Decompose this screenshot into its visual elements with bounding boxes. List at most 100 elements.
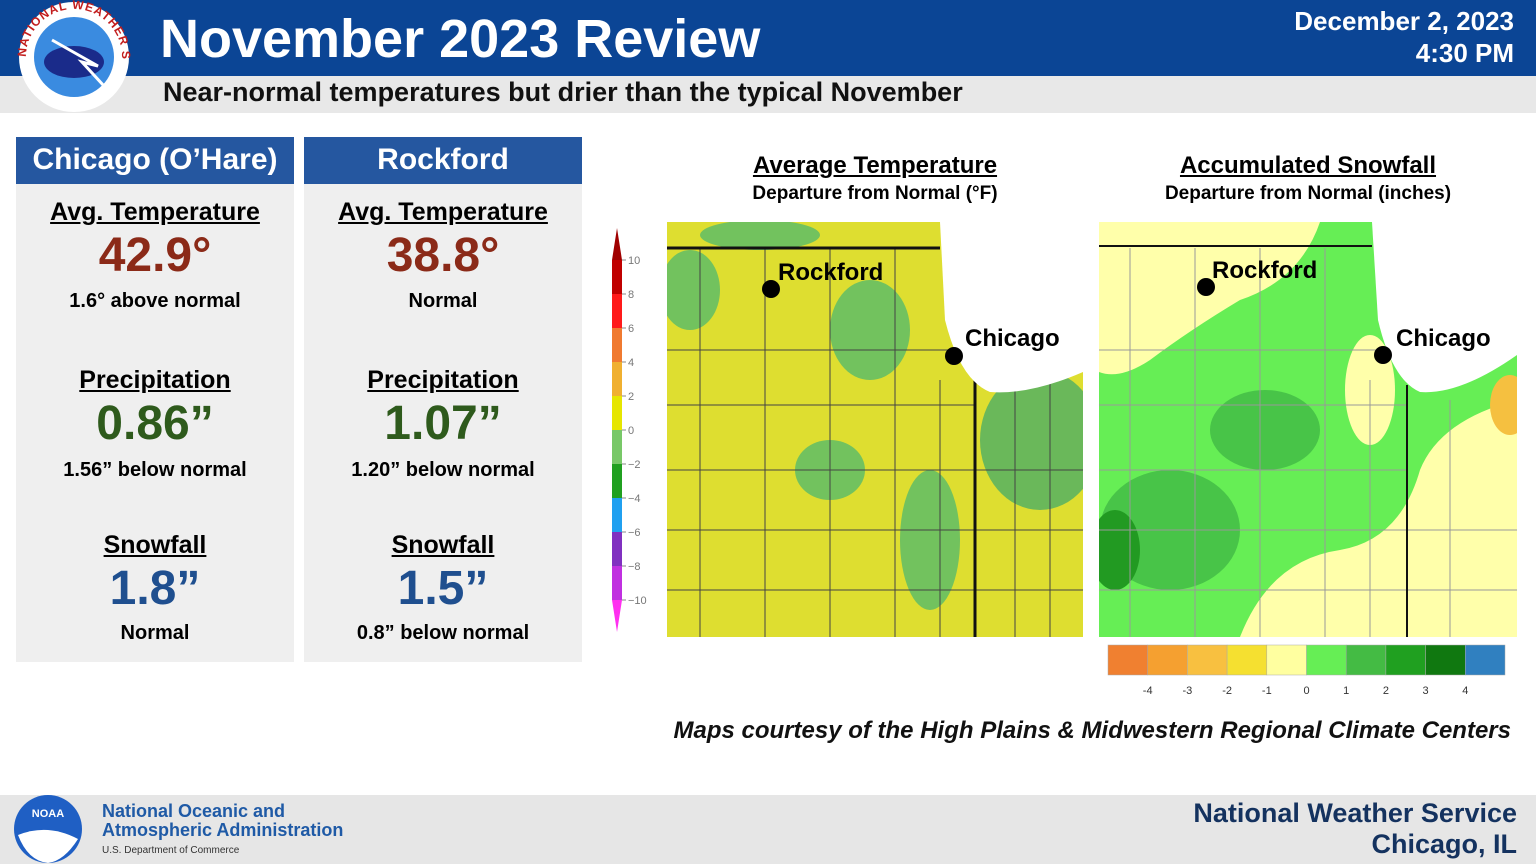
- map-region: [980, 370, 1083, 510]
- colorbar-label: -1: [1262, 685, 1272, 697]
- temperature-colorbar: 10 8 6 4 2 0 −2 −4 −6 −8 −10: [612, 228, 647, 632]
- city-label: Chicago: [1396, 325, 1491, 352]
- maps: 10 8 6 4 2 0 −2 −4 −6 −8 −10 -4 -3 -2 -1 0 1 2 3 4 Rockfor…: [612, 222, 1517, 697]
- colorbar-label: 2: [628, 391, 634, 403]
- department: U.S. Department of Commerce: [102, 845, 240, 856]
- subtitle-bar: [0, 76, 1536, 113]
- stat-note: Normal: [408, 290, 478, 312]
- colorbar-label: 3: [1423, 685, 1429, 697]
- colorbar-label: 10: [628, 255, 640, 267]
- map-region: [700, 222, 820, 250]
- header-bar: [0, 0, 1536, 76]
- stat-label: Precipitation: [367, 366, 519, 394]
- map-region: [1099, 510, 1140, 590]
- map-title: Accumulated Snowfall: [1179, 152, 1437, 179]
- colorbar-label: 0: [1303, 685, 1309, 697]
- stat-value: 1.8”: [109, 562, 201, 615]
- logo-bolt: [51, 38, 106, 88]
- colorbar-segment: [1385, 644, 1426, 676]
- colorbar-segment: [612, 362, 622, 396]
- colorbar-label: −4: [628, 493, 641, 505]
- colorbar-label: -3: [1183, 685, 1193, 697]
- station-panel: Avg. Temperature 42.9° 1.6° above normal Pr…: [16, 184, 294, 662]
- map-subtitle: Departure from Normal (°F): [752, 183, 998, 204]
- colorbar-segment: [612, 532, 622, 566]
- map-region: [1240, 400, 1517, 637]
- city-label: Chicago: [965, 325, 1060, 352]
- map-region: [1210, 390, 1320, 470]
- office: National Weather Service: [1193, 798, 1517, 828]
- noaa-logo: NOAA: [14, 795, 82, 863]
- map-region: [1099, 222, 1320, 375]
- map-region: [830, 280, 910, 380]
- colorbar-label: 1: [1343, 685, 1349, 697]
- lake: [940, 222, 1083, 393]
- county-lines: [667, 248, 1083, 637]
- map-region: [900, 470, 960, 610]
- map-title: Average Temperature: [752, 152, 998, 179]
- temperature-map: [667, 222, 1083, 637]
- stat-label: Snowfall: [103, 531, 207, 559]
- colorbar-label: −2: [628, 459, 641, 471]
- colorbar-label: 6: [628, 323, 634, 335]
- colorbar-segment: [1107, 644, 1148, 676]
- city-markers: Rockford Chicago Rockford Chicago: [762, 257, 1491, 365]
- subtitle: Near-normal temperatures but drier than …: [163, 77, 963, 107]
- date: December 2, 2023: [1294, 6, 1514, 36]
- colorbar-segment: [612, 396, 622, 430]
- colorbar-label: 2: [1383, 685, 1389, 697]
- stat-note: 1.20” below normal: [351, 459, 535, 481]
- stat-label: Snowfall: [391, 531, 495, 559]
- stat-note: 1.56” below normal: [63, 459, 247, 481]
- footer-bar: [0, 795, 1536, 864]
- colorbar-segment: [1226, 644, 1268, 676]
- station-panel: Avg. Temperature 38.8° Normal Precipitation…: [304, 184, 582, 662]
- colorbar-segment: [612, 328, 622, 362]
- colorbar-segment: [612, 294, 622, 328]
- noaa-text: NOAA: [32, 808, 64, 820]
- agency-name: National Oceanic and: [102, 801, 286, 821]
- city-dot: [762, 280, 780, 298]
- time: 4:30 PM: [1415, 38, 1514, 68]
- colorbar-segment: [612, 464, 622, 498]
- city-dot: [945, 347, 963, 365]
- colorbar-segment: [612, 498, 622, 532]
- colorbar-label: −6: [628, 527, 641, 539]
- colorbar-segment: [1465, 644, 1506, 676]
- stat-note: 1.6° above normal: [69, 290, 241, 312]
- snowfall-colorbar: -4 -3 -2 -1 0 1 2 3 4: [1107, 644, 1506, 697]
- location: Chicago, IL: [1371, 829, 1517, 859]
- colorbar-label: 4: [1462, 685, 1468, 697]
- colorbar-arrow: [612, 600, 622, 632]
- colorbar-label: 4: [628, 357, 634, 369]
- snowfall-map: [1099, 222, 1517, 637]
- colorbar-label: -2: [1222, 685, 1232, 697]
- map-region: [1490, 375, 1517, 435]
- stat-label: Precipitation: [79, 366, 231, 394]
- map-region: [667, 250, 720, 330]
- station-name: Chicago (O’Hare): [16, 137, 294, 184]
- colorbar-segment: [612, 260, 622, 294]
- nws-logo: NATIONAL WEATHER SERVICE: [12, 0, 132, 112]
- state-line: [1099, 245, 1408, 637]
- colorbar-arrow: [612, 228, 622, 260]
- colorbar-segment: [612, 430, 622, 464]
- colorbar-segment: [1425, 644, 1466, 676]
- noaa-gull: [18, 829, 78, 863]
- colorbar-label: −10: [628, 595, 647, 607]
- city-label: Rockford: [778, 259, 883, 286]
- stat-value: 38.8°: [386, 229, 500, 282]
- stat-note: Normal: [120, 622, 190, 644]
- stat-label: Avg. Temperature: [338, 198, 548, 226]
- colorbar-label: −8: [628, 561, 641, 573]
- colorbar-label: 8: [628, 289, 634, 301]
- stat-value: 0.86”: [96, 397, 214, 450]
- colorbar-segment: [1147, 644, 1188, 676]
- stat-label: Avg. Temperature: [50, 198, 260, 226]
- stat-value: 1.07”: [384, 397, 502, 450]
- colorbar-segment: [1345, 644, 1387, 676]
- lake: [1372, 222, 1517, 393]
- stat-value: 1.5”: [397, 562, 489, 615]
- colorbar-segment: [1306, 644, 1347, 676]
